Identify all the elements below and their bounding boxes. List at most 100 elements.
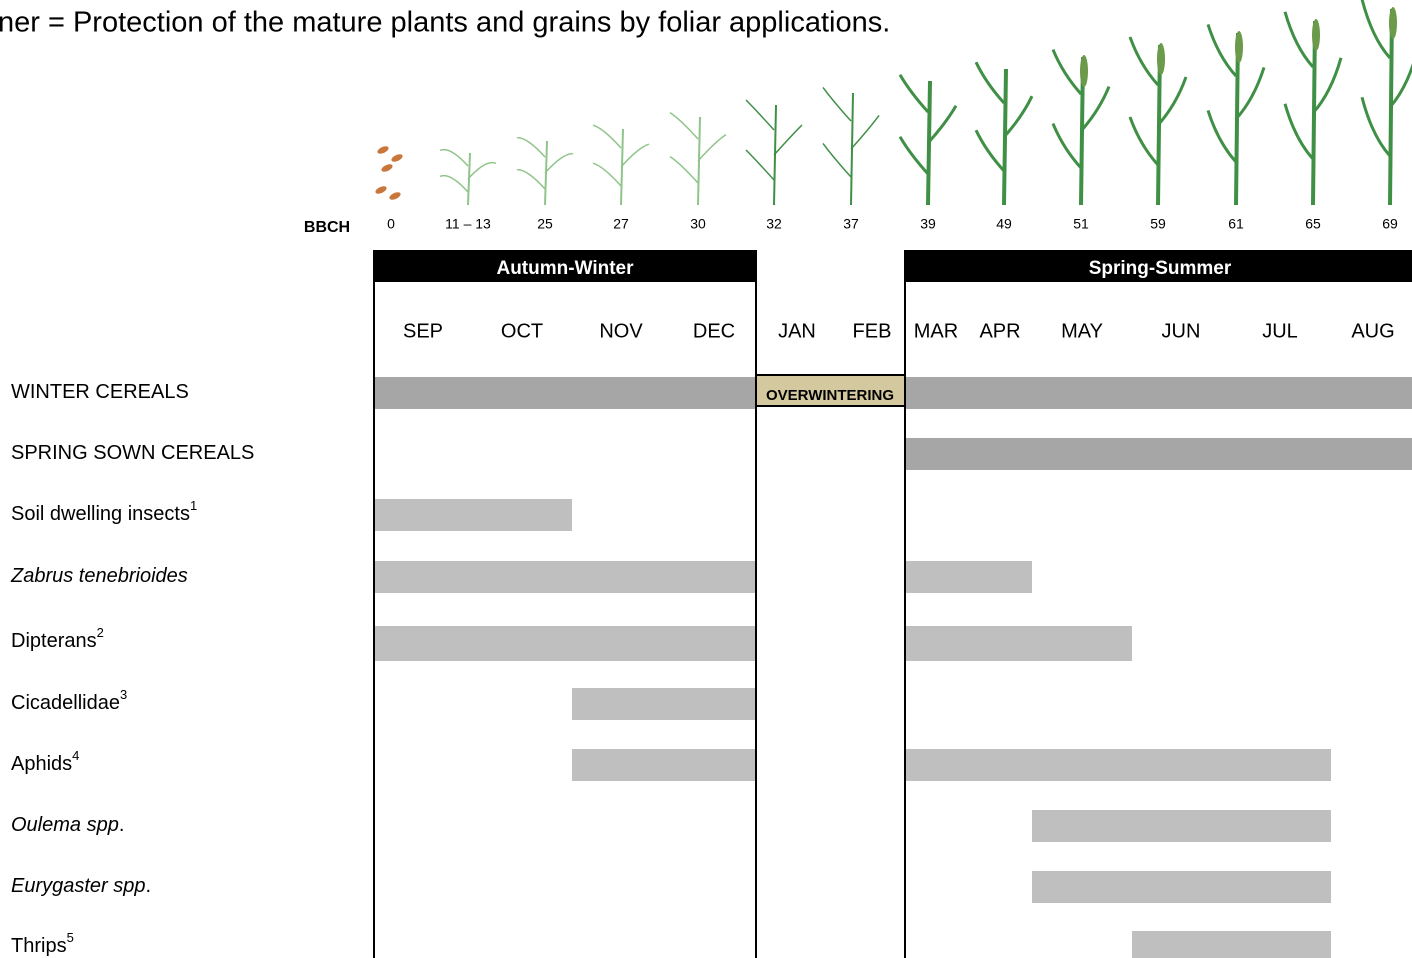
plant	[517, 138, 573, 205]
row-label-suffix: .	[146, 875, 152, 897]
row-label-text: Oulema spp	[11, 814, 119, 836]
bbch-stage: 11 – 13	[445, 216, 491, 232]
leaf	[1130, 37, 1158, 85]
row-label: Dipterans2	[11, 625, 104, 652]
leaf	[746, 150, 774, 180]
span-bar	[905, 377, 1412, 409]
leaf	[1130, 117, 1158, 165]
month: NOV	[599, 320, 643, 342]
row-label: Zabrus tenebrioides	[10, 565, 188, 587]
plant	[1362, 0, 1412, 205]
ear	[1080, 55, 1088, 87]
leaf	[1285, 104, 1313, 159]
leaf	[746, 100, 774, 130]
row-label: WINTER CEREALS	[11, 381, 189, 403]
span-bar	[905, 749, 1331, 781]
leaf	[1004, 96, 1032, 137]
row-label: SPRING SOWN CEREALS	[11, 442, 254, 464]
month: JAN	[778, 320, 816, 342]
plant	[670, 113, 726, 205]
bbch-stage: 51	[1073, 216, 1089, 232]
bbch-stage: 30	[690, 216, 706, 232]
span-bar	[905, 626, 1132, 661]
row-label: Thrips5	[11, 930, 74, 957]
month: OCT	[501, 320, 543, 342]
row-label-text: Thrips	[11, 935, 67, 957]
seed	[380, 163, 393, 174]
plant	[900, 75, 956, 205]
leaf	[823, 143, 851, 177]
span-bar	[572, 749, 756, 781]
month: FEB	[853, 320, 892, 342]
row-label-text: Soil dwelling insects	[11, 503, 190, 525]
plant	[440, 150, 496, 205]
leaf	[1158, 77, 1186, 125]
leaf	[593, 125, 621, 148]
title: ner = Protection of the mature plants an…	[0, 7, 890, 39]
bbch-stage: 32	[766, 216, 782, 232]
leaf	[698, 135, 726, 161]
plant	[1208, 24, 1264, 205]
footnote: 3	[120, 687, 127, 702]
ear	[1235, 31, 1243, 63]
leaf	[468, 163, 496, 179]
footnote: 4	[72, 748, 79, 763]
row-label-text: Eurygaster spp	[11, 875, 146, 897]
bbch-stage: 25	[537, 216, 553, 232]
plant	[374, 145, 403, 202]
bbch-stage: 59	[1150, 216, 1166, 232]
plant	[1285, 12, 1341, 205]
leaf	[545, 154, 573, 173]
bbch-stage: 0	[387, 216, 395, 232]
leaf	[517, 138, 545, 157]
month: APR	[979, 320, 1020, 342]
month: MAY	[1061, 320, 1103, 342]
leaf	[1081, 87, 1109, 131]
span-bar	[1032, 810, 1331, 842]
month: AUG	[1351, 320, 1394, 342]
footnote: 2	[97, 625, 104, 640]
plant	[593, 125, 649, 205]
span-bar	[1032, 871, 1331, 903]
bbch-stage: 37	[843, 216, 859, 232]
bbch-stage: 69	[1382, 216, 1398, 232]
row-label-suffix: .	[119, 814, 125, 836]
ear	[1157, 43, 1165, 75]
leaf	[1053, 124, 1081, 168]
bbch-stage: 65	[1305, 216, 1321, 232]
leaf	[1313, 58, 1341, 113]
leaf	[670, 113, 698, 139]
leaf	[774, 125, 802, 155]
span-bar	[1132, 931, 1331, 958]
leaf	[1053, 50, 1081, 94]
leaf	[928, 106, 956, 143]
leaf	[1236, 67, 1264, 119]
row-label-text: Dipterans	[11, 630, 97, 652]
leaf	[900, 137, 928, 174]
span-bar	[374, 626, 756, 661]
calendar: ner = Protection of the mature plants an…	[0, 0, 1412, 958]
seed	[390, 153, 403, 164]
seed	[388, 191, 401, 202]
row-label-text: Cicadellidae	[11, 692, 120, 714]
leaf	[851, 115, 879, 149]
leaf	[1208, 110, 1236, 162]
bbch-stage: 39	[920, 216, 936, 232]
plant	[823, 87, 879, 205]
seed	[374, 185, 387, 196]
row-label: Cicadellidae3	[11, 687, 127, 714]
bbch-stage: 49	[996, 216, 1012, 232]
month: DEC	[693, 320, 735, 342]
span-bar	[374, 499, 572, 531]
plant	[976, 62, 1032, 205]
leaf	[1362, 0, 1390, 58]
plant	[1053, 50, 1109, 205]
leaf	[517, 170, 545, 189]
bbch-stage: 61	[1228, 216, 1244, 232]
leaf	[976, 62, 1004, 103]
leaf	[1362, 97, 1390, 156]
leaf	[670, 157, 698, 183]
row-label: Soil dwelling insects1	[11, 498, 197, 525]
overwintering-label: OVERWINTERING	[766, 387, 894, 404]
span-bar	[572, 688, 756, 720]
